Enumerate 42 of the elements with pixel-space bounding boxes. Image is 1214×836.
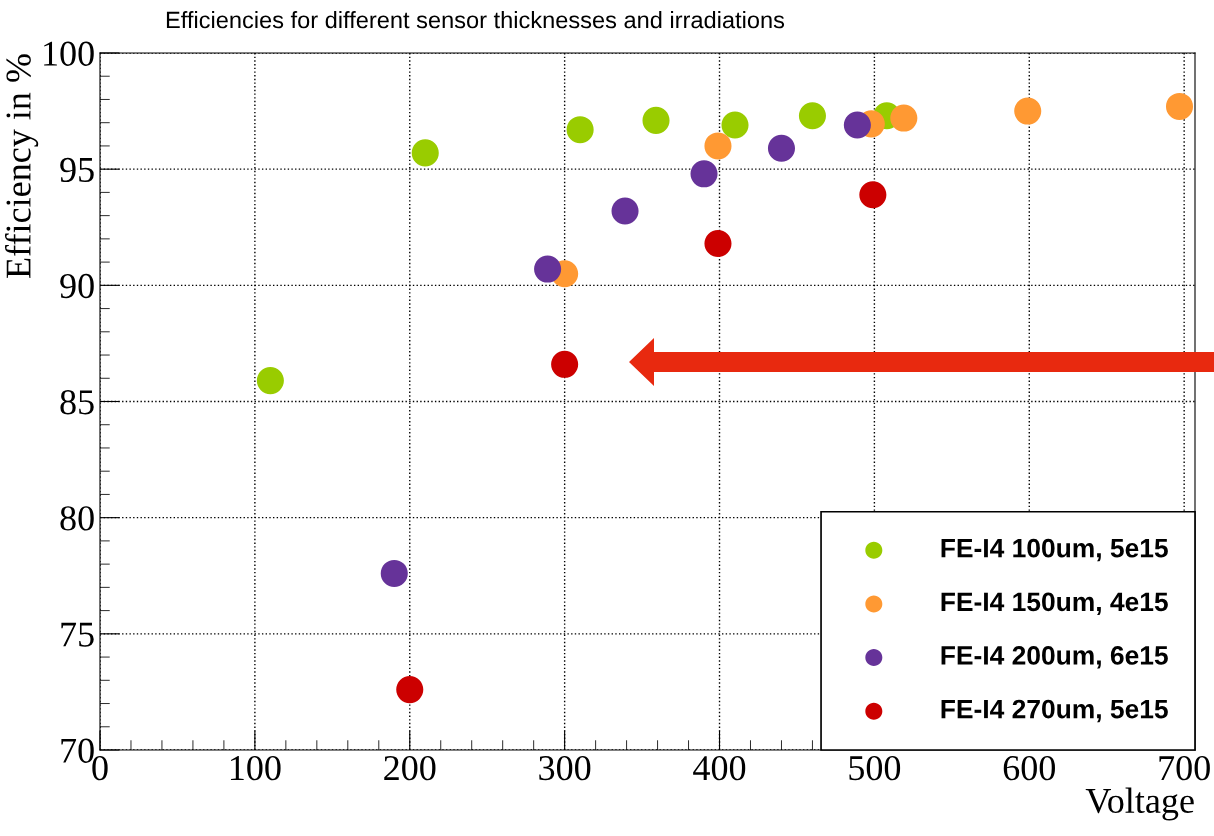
- point: [611, 197, 639, 225]
- y-tick-label: 100: [44, 41, 94, 66]
- point: [1014, 97, 1042, 125]
- x-tick-label: 100: [230, 755, 281, 781]
- point: [642, 106, 670, 134]
- point: [411, 139, 439, 167]
- legend-label: FE-I4 100um, 5e15: [941, 538, 1168, 562]
- point: [798, 102, 826, 130]
- y-tick-label: 85: [60, 390, 94, 415]
- x-tick-label: 500: [849, 755, 901, 781]
- point: [704, 132, 732, 160]
- point: [890, 104, 918, 132]
- x-tick-label: 600: [1003, 755, 1055, 781]
- point: [396, 676, 424, 704]
- chart-title: Efficiencies for different sensor thicknesses and irradiations: [166, 11, 785, 29]
- y-axis-title: Efficiency in %: [4, 54, 39, 278]
- x-tick-label: 300: [539, 755, 591, 781]
- point: [551, 350, 579, 378]
- point: [256, 367, 284, 395]
- x-tick-label: 200: [384, 755, 436, 781]
- y-tick-label: 95: [60, 157, 94, 183]
- point: [704, 229, 732, 258]
- y-tick-label: 90: [60, 273, 94, 299]
- point: [1165, 92, 1194, 120]
- point: [859, 181, 887, 209]
- point: [534, 255, 562, 283]
- y-tick-label: 70: [61, 738, 94, 763]
- x-tick-label: 0: [92, 755, 108, 781]
- point: [767, 134, 796, 162]
- legend-label: FE-I4 270um, 5e15: [941, 699, 1168, 723]
- y-tick-label: 75: [61, 622, 94, 647]
- point: [721, 111, 749, 139]
- x-tick-label: 400: [693, 755, 746, 781]
- point: [690, 160, 718, 188]
- x-axis-title: Voltage: [1085, 787, 1194, 821]
- point: [566, 116, 594, 144]
- point: [843, 111, 871, 139]
- point: [380, 559, 408, 587]
- y-tick-label: 80: [60, 506, 94, 531]
- x-tick-label: 700: [1159, 755, 1210, 781]
- legend-label: FE-I4 150um, 4e15: [941, 592, 1168, 615]
- legend-label: FE-I4 200um, 6e15: [941, 646, 1168, 669]
